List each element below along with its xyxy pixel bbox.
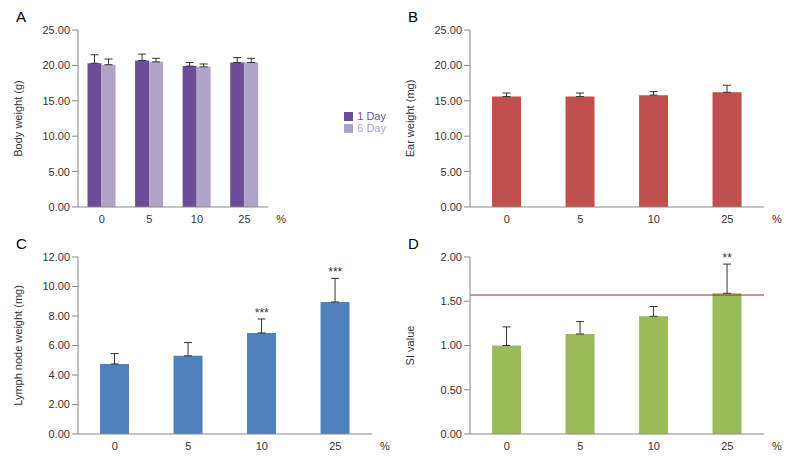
svg-text:**: **	[723, 251, 733, 265]
svg-text:Body weight (g): Body weight (g)	[12, 80, 24, 156]
svg-text:12.00: 12.00	[42, 251, 70, 263]
svg-text:2.00: 2.00	[49, 398, 70, 410]
svg-text:***: ***	[328, 265, 342, 279]
svg-text:5: 5	[577, 440, 583, 452]
svg-text:4.00: 4.00	[49, 369, 70, 381]
svg-text:25: 25	[329, 440, 341, 452]
svg-text:1.00: 1.00	[441, 339, 462, 351]
svg-text:0: 0	[112, 440, 118, 452]
svg-text:25: 25	[238, 213, 250, 225]
html-text:D: D	[408, 235, 419, 252]
svg-text:***: ***	[255, 306, 269, 320]
svg-text:10: 10	[191, 213, 203, 225]
svg-text:%: %	[772, 213, 782, 225]
svg-text:25.00: 25.00	[434, 24, 462, 36]
svg-text:Ear weight (mg): Ear weight (mg)	[404, 80, 416, 158]
html-text:A: A	[16, 8, 26, 25]
svg-text:5.00: 5.00	[49, 166, 70, 178]
svg-text:0: 0	[99, 213, 105, 225]
html-text:C: C	[16, 235, 27, 252]
svg-text:0.00: 0.00	[441, 428, 462, 440]
svg-text:0: 0	[504, 213, 510, 225]
svg-text:%: %	[772, 440, 782, 452]
svg-text:10.00: 10.00	[42, 130, 70, 142]
svg-text:%: %	[380, 440, 390, 452]
svg-text:SI value: SI value	[404, 326, 416, 366]
svg-text:10.00: 10.00	[42, 280, 70, 292]
svg-text:25: 25	[721, 213, 733, 225]
svg-text:25: 25	[721, 440, 733, 452]
svg-text:5.00: 5.00	[441, 166, 462, 178]
svg-text:10.00: 10.00	[434, 130, 462, 142]
svg-text:20.00: 20.00	[42, 59, 70, 71]
svg-text:25.00: 25.00	[42, 24, 70, 36]
svg-text:15.00: 15.00	[434, 95, 462, 107]
svg-text:0.00: 0.00	[49, 428, 70, 440]
svg-text:1.50: 1.50	[441, 295, 462, 307]
html-text:1 Day: 1 Day	[357, 109, 386, 122]
svg-text:5: 5	[146, 213, 152, 225]
svg-text:0.00: 0.00	[49, 201, 70, 213]
svg-text:0.50: 0.50	[441, 384, 462, 396]
svg-text:8.00: 8.00	[49, 310, 70, 322]
svg-text:10: 10	[648, 213, 660, 225]
svg-text:6.00: 6.00	[49, 339, 70, 351]
svg-text:2.00: 2.00	[441, 251, 462, 263]
svg-text:20.00: 20.00	[434, 59, 462, 71]
svg-text:5: 5	[185, 440, 191, 452]
html-text:B: B	[408, 8, 418, 25]
svg-text:10: 10	[256, 440, 268, 452]
svg-text:0: 0	[504, 440, 510, 452]
svg-text:5: 5	[577, 213, 583, 225]
svg-text:Lymph node weight (mg): Lymph node weight (mg)	[12, 285, 24, 406]
html-text:6 Day: 6 Day	[357, 121, 386, 134]
svg-text:%: %	[276, 213, 286, 225]
svg-text:15.00: 15.00	[42, 95, 70, 107]
svg-text:10: 10	[648, 440, 660, 452]
svg-text:0.00: 0.00	[441, 201, 462, 213]
